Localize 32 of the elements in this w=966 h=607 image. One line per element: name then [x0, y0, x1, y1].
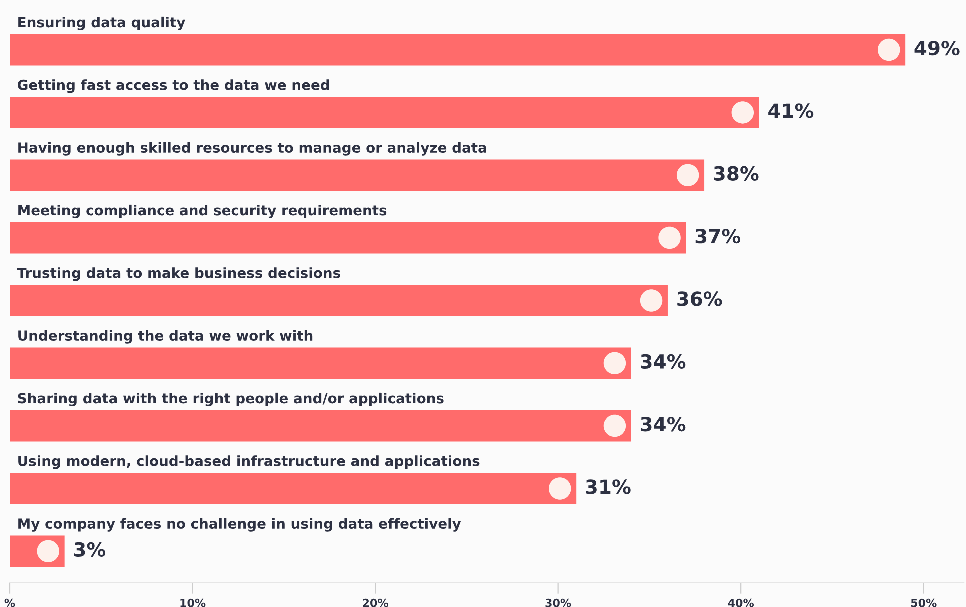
data-label: 41%: [768, 104, 814, 118]
bar: [10, 34, 906, 66]
x-tick-label: %: [4, 598, 16, 607]
bar: [10, 285, 668, 316]
data-label: 49%: [914, 40, 960, 56]
y-tick-label: Understanding the data we work with: [18, 330, 313, 344]
data-label: 31%: [586, 480, 631, 494]
x-tick-label: 40%: [728, 598, 754, 607]
data-label: 34%: [641, 416, 686, 432]
y-tick-label: Using modern, cloud-based infrastructure and applications: [18, 456, 480, 470]
x-tick-label: 10%: [180, 598, 206, 607]
data-label: 38%: [714, 166, 759, 182]
bar: [10, 97, 760, 128]
x-tick-label: 20%: [363, 598, 388, 607]
data-label: 3%: [74, 542, 106, 558]
y-tick-label: Getting fast access to the data we need: [18, 80, 330, 94]
y-tick-label: Trusting data to make business decisions: [17, 268, 340, 282]
y-tick-label: Ensuring data quality: [18, 16, 186, 30]
data-label: 36%: [678, 292, 722, 306]
data-label: 37%: [696, 228, 741, 244]
bar: [10, 348, 632, 380]
y-tick-label: Meeting compliance and security requirements: [18, 204, 387, 218]
data-label: 34%: [641, 354, 686, 370]
bar: [10, 473, 577, 504]
bar: [10, 160, 705, 192]
bar: [10, 410, 632, 442]
y-tick-label: Sharing data with the right people and/or applications: [18, 392, 444, 407]
x-tick-label: 30%: [546, 598, 572, 607]
bar: [10, 222, 686, 254]
y-tick-label: My company faces no challenge in using data effectively: [18, 518, 462, 532]
x-tick-label: 50%: [911, 598, 937, 607]
y-tick-label: Having enough skilled resources to manage or analyze data: [18, 142, 486, 156]
